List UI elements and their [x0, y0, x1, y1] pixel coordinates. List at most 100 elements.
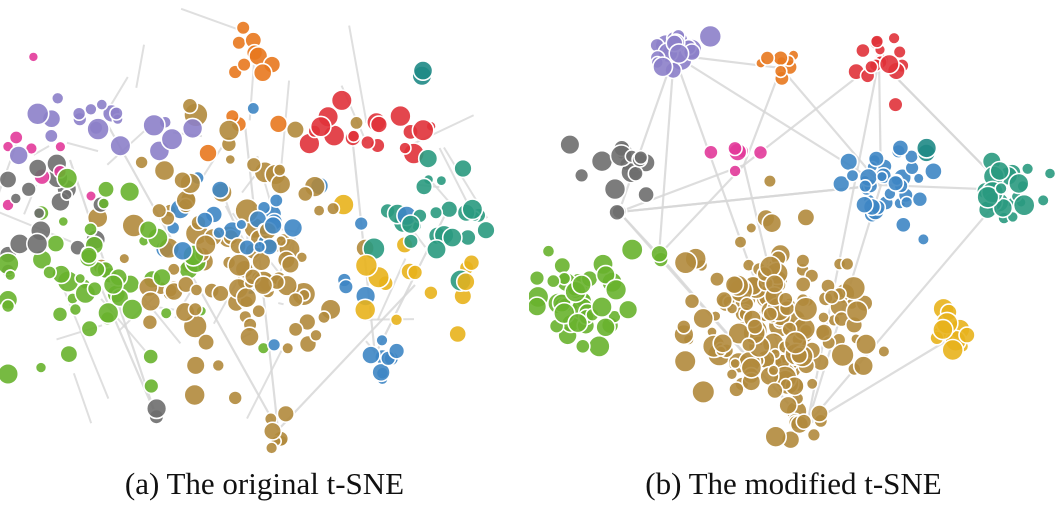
point-green: [97, 197, 111, 210]
point-teal: [476, 220, 496, 240]
edge-line: [66, 141, 99, 153]
point-brown: [281, 341, 295, 355]
point-blue: [246, 101, 261, 116]
point-green: [567, 312, 589, 334]
point-brown: [235, 286, 258, 309]
point-blue: [911, 190, 929, 208]
point-blue: [891, 138, 910, 157]
point-pink: [8, 130, 24, 146]
point-purple: [160, 127, 184, 151]
edge-line: [806, 337, 952, 426]
point-teal: [1036, 193, 1050, 207]
point-teal: [453, 158, 473, 179]
point-green: [0, 362, 20, 386]
point-brown: [739, 296, 755, 312]
point-teal: [435, 174, 448, 187]
point-pink: [54, 140, 67, 153]
point-brown: [745, 221, 758, 235]
point-teal: [400, 214, 421, 235]
point-brown: [217, 119, 241, 142]
point-brown: [762, 174, 777, 189]
point-yellow: [448, 324, 468, 344]
point-brown: [830, 342, 855, 368]
point-brown: [264, 441, 279, 455]
point-green: [51, 305, 69, 323]
point-green: [102, 274, 124, 296]
point-purple: [86, 117, 110, 141]
point-green: [620, 238, 644, 262]
point-green: [604, 278, 628, 301]
point-green: [553, 256, 572, 275]
point-teal: [441, 227, 463, 249]
point-brown: [296, 185, 314, 203]
point-brown: [795, 413, 813, 431]
point-teal: [1020, 162, 1035, 176]
point-brown: [224, 153, 237, 166]
point-green: [34, 361, 48, 374]
point-brown: [778, 395, 798, 416]
point-brown: [766, 381, 784, 400]
point-teal: [425, 239, 447, 261]
point-darkteal: [915, 137, 938, 159]
point-red: [892, 44, 907, 60]
point-brown: [852, 355, 875, 377]
edge-line: [33, 145, 50, 156]
point-brown: [805, 377, 819, 391]
point-brown: [211, 284, 230, 303]
point-yellow: [423, 284, 439, 301]
point-teal: [1007, 172, 1030, 195]
point-green: [545, 273, 561, 289]
point-green: [595, 264, 616, 286]
point-brown: [729, 357, 742, 370]
point-brown: [724, 274, 745, 295]
point-brown: [683, 292, 701, 310]
point-brown: [762, 306, 779, 322]
point-blue: [210, 180, 230, 200]
point-green: [68, 302, 83, 317]
point-brown: [764, 425, 787, 449]
point-purple: [50, 91, 65, 106]
point-blue: [867, 150, 885, 168]
point-red: [389, 104, 412, 128]
point-blue: [387, 342, 406, 360]
point-green: [571, 274, 593, 295]
point-yellow: [958, 326, 976, 344]
point-brown: [845, 299, 869, 323]
edge-line: [617, 54, 676, 213]
point-blue: [353, 215, 369, 232]
point-teal: [1043, 167, 1057, 180]
edge-line: [658, 164, 745, 256]
point-blue: [337, 278, 355, 295]
point-pink: [727, 140, 743, 157]
point-brown: [673, 349, 697, 373]
point-blue: [916, 232, 931, 246]
point-teal: [440, 200, 459, 219]
edge-line: [363, 318, 415, 321]
point-brown: [795, 253, 811, 269]
point-brown: [280, 254, 301, 275]
point-orange: [235, 20, 251, 36]
point-brown: [725, 367, 739, 381]
point-yellow: [389, 312, 404, 327]
point-brown: [767, 364, 780, 377]
point-teal: [461, 198, 484, 221]
point-teal: [976, 185, 1000, 209]
point-brown: [239, 326, 260, 348]
point-green: [42, 264, 57, 280]
point-green: [159, 306, 173, 320]
point-green: [121, 298, 144, 321]
point-orange: [231, 35, 247, 51]
point-green: [541, 244, 556, 259]
point-brown: [692, 307, 715, 330]
point-brown: [348, 115, 364, 131]
point-brown: [741, 337, 757, 353]
point-green: [143, 377, 160, 395]
point-green: [97, 301, 120, 325]
point-pink: [27, 51, 40, 63]
point-yellow: [406, 264, 424, 281]
original-points: [0, 20, 496, 455]
point-brown: [173, 170, 192, 190]
point-purple: [84, 102, 98, 117]
point-blue: [845, 168, 860, 183]
point-brown: [185, 355, 206, 376]
